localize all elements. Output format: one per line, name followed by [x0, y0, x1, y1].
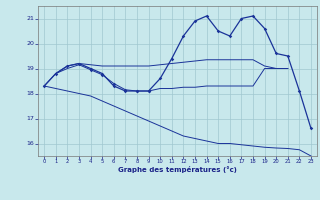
- X-axis label: Graphe des températures (°c): Graphe des températures (°c): [118, 166, 237, 173]
